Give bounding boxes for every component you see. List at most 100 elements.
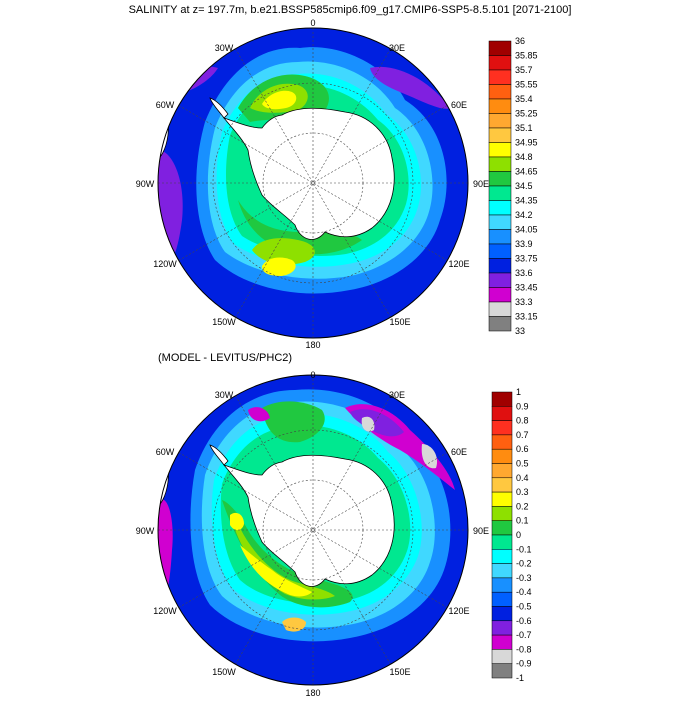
colorbar-tick-label: 35.85 bbox=[515, 51, 538, 61]
colorbar-tick-label: 35.4 bbox=[515, 94, 533, 104]
salinity-band-34.95 bbox=[262, 257, 296, 276]
lon-label-30e: 30E bbox=[389, 390, 405, 400]
colorbar-salinity: 36 35.85 35.7 35.55 35.4 35.25 35.1 34.95 34.8 34… bbox=[488, 36, 538, 336]
colorbar-tick-label: 33.3 bbox=[515, 297, 533, 307]
colorbar-swatch bbox=[488, 185, 512, 201]
colorbar-swatch bbox=[488, 156, 512, 172]
colorbar-swatch bbox=[491, 463, 513, 479]
difference-band--0.7 bbox=[248, 407, 270, 422]
antarctic-peninsula bbox=[209, 444, 229, 466]
colorbar-swatch bbox=[488, 243, 512, 259]
colorbar-tick-label: 0.1 bbox=[516, 516, 529, 526]
lon-label-120w: 120W bbox=[153, 606, 177, 616]
colorbar-tick-label: 0.9 bbox=[516, 401, 529, 411]
colorbar-swatch bbox=[488, 258, 512, 274]
colorbar-swatch bbox=[488, 200, 512, 216]
colorbar-swatch bbox=[488, 55, 512, 71]
lon-label-150e: 150E bbox=[389, 667, 410, 677]
colorbar-swatch bbox=[491, 620, 513, 636]
colorbar-swatch bbox=[491, 563, 513, 579]
colorbar-tick-label: 35.55 bbox=[515, 80, 538, 90]
lon-label-120e: 120E bbox=[448, 259, 469, 269]
colorbar-difference: 1 0.9 0.8 0.7 0.6 0.5 0.4 0.3 0.2 0.1 0 -0.1 -0.2 -0.… bbox=[491, 387, 532, 683]
colorbar-tick-label: 34.95 bbox=[515, 138, 538, 148]
salinity-band-33.6 bbox=[370, 66, 450, 109]
colorbar-tick-label: 34.8 bbox=[515, 152, 533, 162]
colorbar-swatch bbox=[488, 316, 512, 332]
colorbar-tick-label: 33 bbox=[515, 326, 525, 336]
antarctica-landmass bbox=[222, 107, 395, 240]
antarctic-peninsula bbox=[209, 97, 229, 119]
colorbar-swatch bbox=[488, 287, 512, 303]
colorbar-swatch bbox=[491, 420, 513, 436]
lon-label-60e: 60E bbox=[451, 447, 467, 457]
difference-band-0.5 bbox=[282, 617, 306, 632]
colorbar-swatch bbox=[488, 40, 512, 56]
colorbar-swatch bbox=[491, 434, 513, 450]
salinity-difference-map: 0 30W 30E 60W 60E 90W 90E 120W 120E 150W… bbox=[136, 370, 489, 698]
colorbar-swatch bbox=[491, 406, 513, 421]
difference-band-0.3 bbox=[240, 545, 312, 597]
colorbar-tick-label: 33.75 bbox=[515, 254, 538, 264]
colorbar-tick-label: 0 bbox=[516, 530, 521, 540]
colorbar-swatch bbox=[491, 591, 513, 607]
colorbar-tick-label: 36 bbox=[515, 36, 525, 46]
lat-lon-gridlines bbox=[158, 375, 468, 685]
figure-title: SALINITY at z= 197.7m, b.e21.BSSP585cmip… bbox=[129, 4, 572, 16]
colorbar-tick-label: 0.5 bbox=[516, 459, 529, 469]
salinity-band-34.8 bbox=[252, 238, 315, 265]
colorbar-tick-label: 34.2 bbox=[515, 210, 533, 220]
colorbar-swatch bbox=[491, 520, 513, 536]
colorbar-swatch bbox=[488, 84, 512, 100]
map-boundary bbox=[157, 374, 469, 686]
lon-label-90w: 90W bbox=[136, 179, 155, 189]
lon-label-150w: 150W bbox=[212, 667, 236, 677]
lon-label-150w: 150W bbox=[212, 317, 236, 327]
colorbar-swatch bbox=[488, 127, 512, 143]
colorbar-swatch bbox=[491, 549, 513, 564]
lon-label-120w: 120W bbox=[153, 259, 177, 269]
colorbar-tick-label: -0.7 bbox=[516, 630, 532, 640]
colorbar-tick-label: 33.6 bbox=[515, 268, 533, 278]
lon-label-30w: 30W bbox=[215, 390, 234, 400]
colorbar-tick-label: 35.1 bbox=[515, 123, 533, 133]
colorbar-swatch bbox=[488, 272, 512, 288]
colorbar-swatch bbox=[488, 69, 512, 85]
difference-subtitle: (MODEL - LEVITUS/PHC2) bbox=[158, 352, 292, 364]
colorbar-tick-label: -0.3 bbox=[516, 573, 532, 583]
lon-label-0: 0 bbox=[310, 370, 315, 380]
colorbar-tick-label: 0.4 bbox=[516, 473, 529, 483]
difference-band--0.8 bbox=[421, 444, 438, 469]
colorbar-swatch bbox=[491, 649, 513, 664]
colorbar-tick-label: 33.9 bbox=[515, 239, 533, 249]
lon-label-120e: 120E bbox=[448, 606, 469, 616]
lon-label-30e: 30E bbox=[389, 43, 405, 53]
colorbar-tick-label: -0.8 bbox=[516, 644, 532, 654]
colorbar-tick-label: 34.35 bbox=[515, 196, 538, 206]
colorbar-swatch bbox=[488, 229, 512, 245]
colorbar-tick-label: -0.1 bbox=[516, 544, 532, 554]
lon-label-90e: 90E bbox=[473, 179, 489, 189]
lon-label-90e: 90E bbox=[473, 526, 489, 536]
colorbar-swatch bbox=[488, 301, 512, 317]
lon-label-60w: 60W bbox=[156, 447, 175, 457]
colorbar-tick-label: 0.3 bbox=[516, 487, 529, 497]
colorbar-tick-label: 35.25 bbox=[515, 109, 538, 119]
colorbar-swatch bbox=[491, 606, 513, 622]
salinity-map: 0 30W 30E 60W 60E 90W 90E 120W 120E 150W… bbox=[136, 18, 489, 350]
colorbar-tick-label: -0.2 bbox=[516, 559, 532, 569]
antarctica-landmass bbox=[222, 454, 395, 587]
colorbar-swatch bbox=[491, 663, 513, 679]
colorbar-tick-label: -0.6 bbox=[516, 616, 532, 626]
colorbar-swatch bbox=[491, 448, 513, 464]
colorbar-tick-label: 34.65 bbox=[515, 167, 538, 177]
colorbar-tick-label: -0.9 bbox=[516, 659, 532, 669]
lat-lon-gridlines bbox=[158, 28, 468, 338]
colorbar-tick-label: 35.7 bbox=[515, 65, 533, 75]
difference-band--0.8 bbox=[361, 416, 375, 432]
colorbar-tick-label: 33.45 bbox=[515, 283, 538, 293]
colorbar-tick-label: 1 bbox=[516, 387, 521, 397]
colorbar-tick-label: 0.7 bbox=[516, 430, 529, 440]
colorbar-swatch bbox=[491, 506, 513, 521]
